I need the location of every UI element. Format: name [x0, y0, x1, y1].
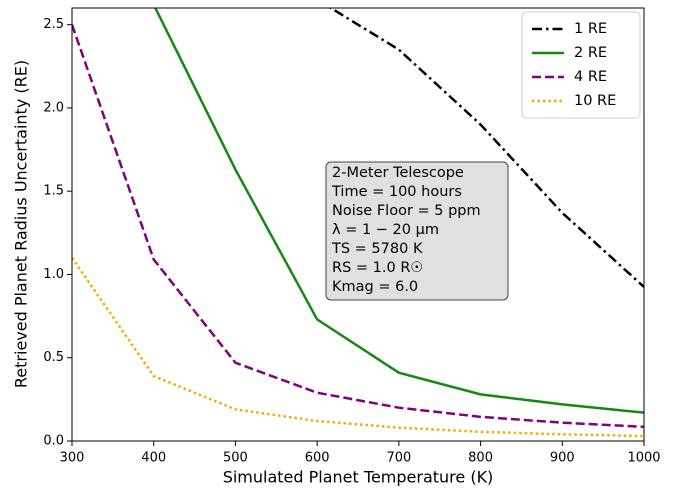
x-tick-label: 600	[305, 451, 330, 466]
y-tick-label: 0.5	[43, 350, 64, 365]
plot-lines	[72, 8, 644, 438]
annotation-line: λ = 1 − 20 μm	[332, 222, 439, 238]
y-tick-label: 0.0	[43, 434, 64, 449]
series-line	[72, 257, 644, 438]
y-axis-label: Retrieved Planet Radius Uncertainty (RE)	[12, 60, 31, 388]
series-line	[328, 8, 644, 288]
legend-label: 4 RE	[574, 69, 607, 85]
plot-frame	[71, 7, 645, 442]
annotation-line: 2-Meter Telescope	[332, 165, 464, 181]
x-tick-label: 800	[468, 451, 493, 466]
annotation-line: Time = 100 hours	[331, 184, 462, 200]
legend-label: 2 RE	[574, 45, 607, 61]
x-axis-label: Simulated Planet Temperature (K)	[223, 468, 494, 487]
y-tick-label: 1.5	[43, 184, 64, 199]
y-tick-label: 2.5	[43, 17, 64, 32]
legend-label: 10 RE	[574, 93, 616, 109]
y-tick-label: 1.0	[43, 267, 64, 282]
annotation-box	[325, 161, 509, 301]
series-line	[153, 8, 644, 414]
y-tick-label: 2.0	[43, 100, 64, 115]
x-tick-label: 1000	[627, 451, 660, 466]
x-tick-label: 900	[550, 451, 575, 466]
legend-box	[521, 11, 641, 119]
legend-label: 1 RE	[574, 21, 607, 37]
series-line	[72, 24, 644, 429]
annotation-line: TS = 5780 K	[331, 241, 423, 257]
annotation-line: RS = 1.0 R☉	[332, 260, 423, 276]
annotation-line: Kmag = 6.0	[332, 279, 418, 295]
x-tick-label: 400	[141, 451, 166, 466]
x-tick-label: 500	[223, 451, 248, 466]
x-tick-label: 700	[386, 451, 411, 466]
annotation-line: Noise Floor = 5 ppm	[332, 203, 481, 219]
x-tick-label: 300	[60, 451, 85, 466]
